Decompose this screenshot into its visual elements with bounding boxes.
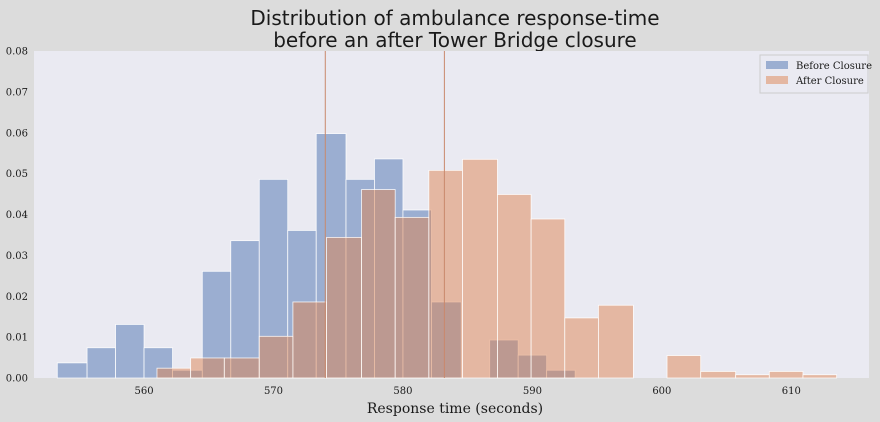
y-tick-label: 0.08 [6, 47, 28, 58]
y-tick-label: 0.07 [6, 87, 28, 98]
after-closure-bar [768, 371, 804, 379]
x-tick-label: 590 [523, 386, 542, 397]
y-tick-label: 0.03 [6, 251, 28, 262]
after-closure-bar [394, 216, 430, 379]
before-closure-bar [230, 240, 260, 379]
after-closure-bar [598, 304, 634, 379]
x-tick-label: 610 [782, 386, 801, 397]
x-axis: 560 570 580 590 600 610 [134, 386, 800, 397]
x-tick-label: 570 [264, 386, 283, 397]
after-closure-bar [258, 335, 294, 379]
after-closure-bar [361, 189, 396, 379]
legend-label-after: After Closure [795, 76, 864, 87]
y-tick-label: 0.00 [6, 374, 28, 385]
after-closure-bar [802, 374, 838, 379]
after-closure-bar [190, 357, 225, 379]
after-closure-bar [666, 355, 702, 379]
after-closure-bar [326, 236, 362, 379]
x-tick-label: 560 [134, 386, 153, 397]
after-closure-bar [564, 317, 599, 379]
after-closure-bar [700, 371, 737, 379]
y-tick-label: 0.06 [6, 128, 28, 139]
x-tick-label: 580 [393, 386, 412, 397]
after-closure-bars [156, 158, 838, 379]
legend: Before Closure After Closure [759, 54, 872, 94]
after-closure-bar [530, 218, 566, 379]
after-closure-bar [462, 158, 498, 379]
legend-label-before: Before Closure [796, 61, 872, 72]
x-axis-label: Response time (seconds) [367, 401, 543, 417]
after-closure-bar [497, 194, 532, 379]
mean-lines [324, 51, 445, 378]
y-tick-label: 0.04 [6, 210, 28, 221]
after-closure-bar [223, 357, 260, 379]
after-closure-bar [735, 374, 770, 379]
after-closure-bar [292, 301, 327, 379]
before-closure-bar [86, 347, 116, 379]
chart-title-line-1: Distribution of ambulance response-time [250, 6, 659, 30]
y-axis: 0.00 0.01 0.02 0.03 0.04 0.05 0.06 0.07 0.08 [6, 47, 28, 385]
chart-title-line-2: before an after Tower Bridge closure [273, 28, 637, 52]
x-tick-label: 600 [652, 386, 671, 397]
y-tick-label: 0.05 [6, 169, 28, 180]
after-closure-bar [156, 367, 192, 379]
legend-swatch-after [766, 76, 788, 84]
legend-swatch-before [766, 61, 788, 69]
before-closure-bar [56, 362, 88, 379]
before-closure-bar [115, 324, 145, 379]
y-tick-label: 0.01 [6, 333, 28, 344]
after-closure-bar [428, 169, 463, 379]
y-tick-label: 0.02 [6, 292, 28, 303]
